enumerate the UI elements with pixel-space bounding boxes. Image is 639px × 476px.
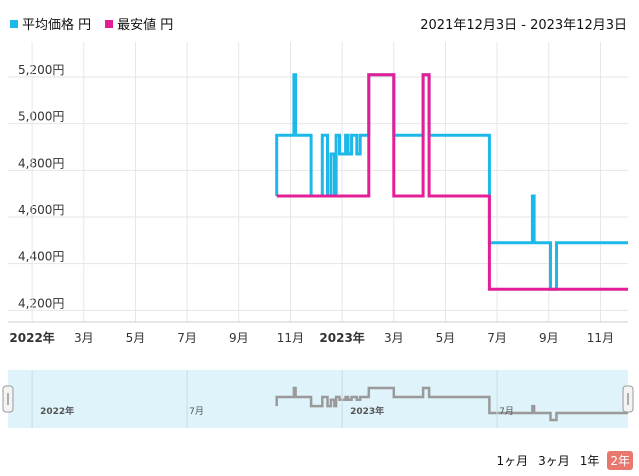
range-button-1year[interactable]: 1年	[579, 454, 600, 468]
min-price-series-line	[276, 73, 628, 291]
range-button-2years[interactable]: 2年	[607, 451, 633, 470]
navigator-label: 7月	[189, 406, 204, 417]
x-tick-label: 5月	[436, 331, 456, 345]
x-tick-label: 2023年	[319, 330, 364, 345]
y-tick-label: 4,200円	[18, 296, 64, 310]
x-tick-label: 9月	[229, 331, 249, 345]
range-button-3months[interactable]: 3ヶ月	[538, 454, 570, 468]
navigator-background	[8, 370, 628, 428]
x-tick-label: 7月	[487, 331, 507, 345]
min-price-swatch	[105, 19, 114, 28]
legend-label-avg-price: 平均価格 円	[22, 18, 92, 33]
navigator-label: 2022年	[40, 405, 74, 417]
x-tick-label: 11月	[587, 331, 614, 345]
date-range-label: 2021年12月3日 - 2023年12月3日	[420, 18, 627, 33]
navigator-series-line	[275, 386, 628, 422]
legend: 平均価格 円 最安値 円	[10, 14, 173, 33]
x-tick-label: 3月	[74, 331, 94, 345]
y-tick-label: 4,600円	[18, 203, 64, 217]
y-tick-label: 4,800円	[18, 156, 64, 170]
x-tick-label: 5月	[126, 331, 146, 345]
avg-price-swatch	[10, 19, 18, 28]
y-tick-label: 4,400円	[18, 250, 64, 264]
x-tick-label: 11月	[277, 331, 304, 345]
range-button-1month[interactable]: 1ヶ月	[496, 454, 529, 468]
avg-price-series-line	[275, 73, 628, 291]
legend-label-min-price: 最安値 円	[117, 18, 174, 33]
x-tick-label: 3月	[384, 331, 404, 345]
range-selector: 1ヶ月 3ヶ月 1年 2年	[494, 451, 633, 470]
y-tick-label: 5,200円	[18, 63, 64, 77]
x-tick-label: 9月	[539, 331, 559, 345]
x-tick-label: 2022年	[9, 330, 54, 345]
navigator-label: 2023年	[350, 405, 384, 417]
legend-item-avg-price[interactable]: 平均価格 円	[10, 14, 91, 33]
legend-item-min-price[interactable]: 最安値 円	[105, 14, 173, 33]
navigator-label: 7月	[499, 406, 514, 417]
x-tick-label: 7月	[177, 331, 197, 345]
y-tick-label: 5,000円	[18, 110, 64, 124]
